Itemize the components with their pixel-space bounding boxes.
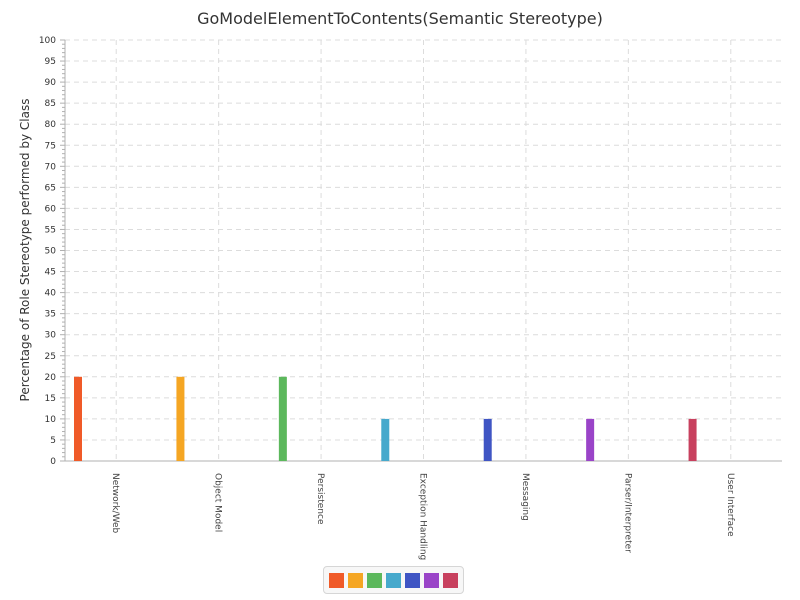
legend-swatch — [443, 572, 458, 588]
y-tick-label: 25 — [45, 352, 56, 362]
bar — [381, 418, 390, 461]
bar — [586, 418, 595, 461]
legend-swatch — [405, 572, 420, 588]
x-tick-label: Parser/Interpreter — [622, 473, 632, 553]
y-tick-label: 85 — [45, 99, 56, 109]
x-tick-label: Persistence — [315, 473, 325, 525]
y-tick-label: 20 — [45, 373, 57, 383]
y-tick-label: 55 — [45, 225, 56, 235]
y-tick-label: 0 — [50, 457, 56, 467]
y-tick-label: 70 — [45, 162, 57, 172]
y-tick-label: 50 — [45, 247, 57, 257]
y-tick-label: 5 — [50, 436, 56, 446]
bar — [74, 376, 82, 461]
y-tick-label: 75 — [45, 141, 56, 151]
grid — [65, 39, 782, 461]
y-tick-label: 60 — [45, 204, 57, 214]
legend-swatch — [367, 572, 382, 588]
x-tick-label: Network/Web — [110, 473, 120, 534]
bar — [688, 418, 697, 461]
y-tick-label: 10 — [45, 415, 57, 425]
category-labels: Network/Web Object Model Persistence Except… — [110, 473, 735, 560]
legend — [323, 566, 464, 594]
bar — [278, 376, 287, 461]
x-tick-label: Object Model — [213, 473, 223, 532]
legend-swatch — [386, 572, 401, 588]
y-tick-label: 95 — [45, 57, 56, 67]
x-tick-label: Messaging — [520, 473, 530, 521]
bar — [176, 376, 185, 461]
axes: 0 5 10 15 20 25 30 35 40 45 50 55 60 65 70 75 80 85 90 95 10… — [39, 36, 782, 467]
x-tick-label: User Interface — [725, 473, 735, 537]
y-tick-label: 100 — [39, 36, 56, 46]
y-tick-label: 45 — [45, 268, 56, 278]
y-tick-label: 65 — [45, 183, 56, 193]
y-tick-label: 15 — [45, 394, 56, 404]
legend-swatch — [424, 572, 439, 588]
bars — [74, 376, 697, 461]
y-tick-label: 80 — [45, 120, 57, 130]
x-tick-label: Exception Handling — [418, 473, 428, 560]
y-tick-label: 40 — [45, 289, 57, 299]
y-axis-label: Percentage of Role Stereotype performed … — [18, 99, 32, 402]
y-tick-label: 35 — [45, 310, 56, 320]
chart-title: GoModelElementToContents(Semantic Stereo… — [197, 9, 603, 28]
legend-swatch — [329, 572, 344, 588]
bar — [483, 418, 492, 461]
y-tick-label: 30 — [45, 331, 57, 341]
legend-swatch — [348, 572, 363, 588]
y-tick-label: 90 — [45, 78, 57, 88]
